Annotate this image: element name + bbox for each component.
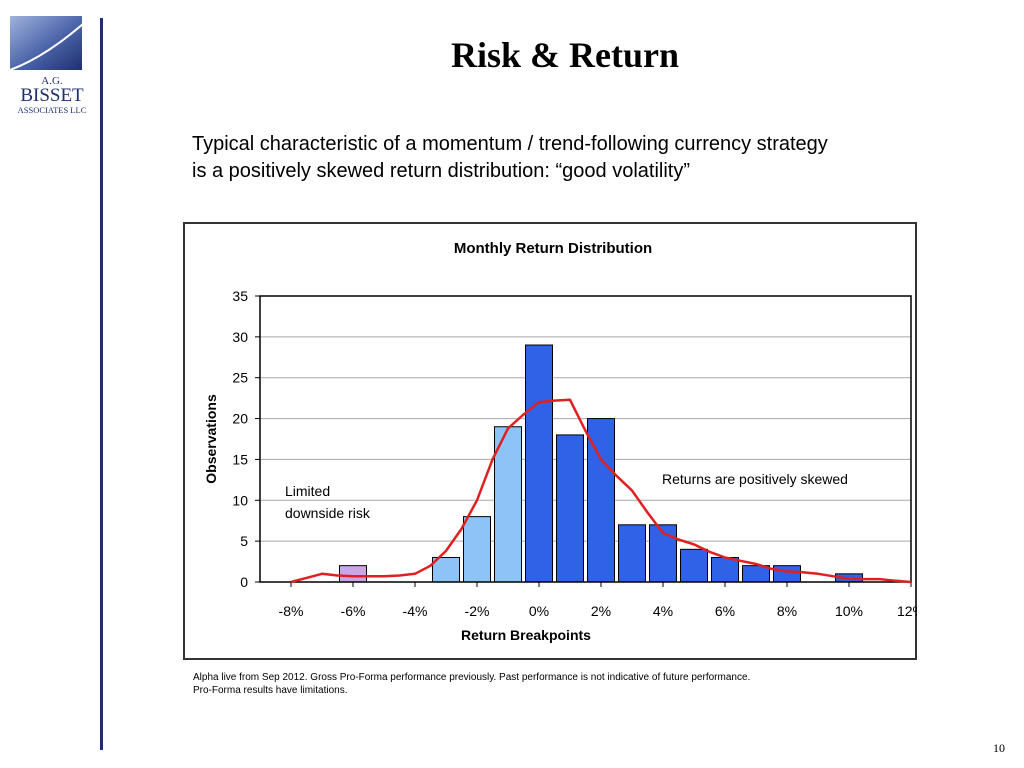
y-tick-label: 15 (232, 451, 248, 467)
x-axis-ticks: -8% -6% -4% -2% 0% 2% 4% 6% 8% 10% 12% (279, 582, 917, 619)
x-tick-label: -2% (465, 603, 490, 619)
histogram-bar (773, 565, 801, 583)
annotation-downside-risk: downside risk (285, 505, 371, 521)
subtitle-line-2: is a positively skewed return distributi… (192, 160, 690, 182)
x-tick-label: 2% (591, 603, 611, 619)
y-tick-label: 30 (232, 329, 248, 345)
page-number: 10 (993, 741, 1005, 755)
histogram-bar (556, 434, 584, 583)
logo-swoosh (9, 15, 93, 71)
x-tick-label: 10% (835, 603, 863, 619)
y-tick-label: 35 (232, 288, 248, 304)
logo-square (10, 16, 82, 70)
x-tick-label: -4% (403, 603, 428, 619)
histogram-bar (463, 516, 491, 583)
x-tick-label: -8% (279, 603, 304, 619)
plot-area-border (259, 295, 912, 583)
y-tick-label: 25 (232, 370, 248, 386)
x-tick-label: 0% (529, 603, 549, 619)
x-tick-label: 6% (715, 603, 735, 619)
histogram-bar (432, 556, 460, 583)
histogram-bar (525, 344, 553, 583)
histogram-bar (618, 524, 646, 583)
chart-title: Monthly Return Distribution (454, 240, 652, 257)
company-logo: A.G. BISSET ASSOCIATES LLC (9, 15, 93, 115)
annotation-positively-skewed: Returns are positively skewed (662, 471, 848, 487)
footnote-line-1: Alpha live from Sep 2012. Gross Pro-Form… (193, 672, 751, 683)
y-axis-ticks: 0 5 10 15 20 25 30 35 (232, 288, 260, 590)
slide-title: Risk & Return (450, 35, 679, 75)
x-tick-label: 12% (897, 603, 917, 619)
y-tick-label: 0 (240, 574, 248, 590)
x-tick-label: -6% (341, 603, 366, 619)
subtitle-line-1: Typical characteristic of a momentum / t… (192, 133, 828, 155)
logo-ag: A.G. (41, 75, 63, 87)
x-axis-label: Return Breakpoints (461, 627, 591, 643)
gridlines (260, 336, 911, 542)
histogram-bars (339, 344, 863, 583)
histogram-bar (680, 548, 708, 583)
histogram-bar (587, 418, 615, 583)
return-distribution-chart: Monthly Return Distribution 0 5 10 15 20 25 30… (203, 240, 917, 643)
footnote-line-2: Pro-Forma results have limitations. (193, 685, 348, 696)
logo-name: BISSET (20, 85, 84, 106)
annotation-limited: Limited (285, 483, 330, 499)
y-tick-label: 5 (240, 533, 248, 549)
x-tick-label: 4% (653, 603, 673, 619)
x-tick-label: 8% (777, 603, 797, 619)
histogram-bar (339, 565, 367, 583)
histogram-bar (711, 556, 739, 583)
distribution-curve (290, 398, 912, 584)
vertical-divider (100, 18, 103, 750)
y-tick-label: 20 (232, 411, 248, 427)
logo-sub: ASSOCIATES LLC (18, 105, 87, 115)
y-axis-label: Observations (203, 394, 219, 484)
y-tick-label: 10 (232, 492, 248, 508)
slide-subtitle: Typical characteristic of a momentum / t… (192, 131, 932, 185)
footnote: Alpha live from Sep 2012. Gross Pro-Form… (193, 671, 913, 697)
